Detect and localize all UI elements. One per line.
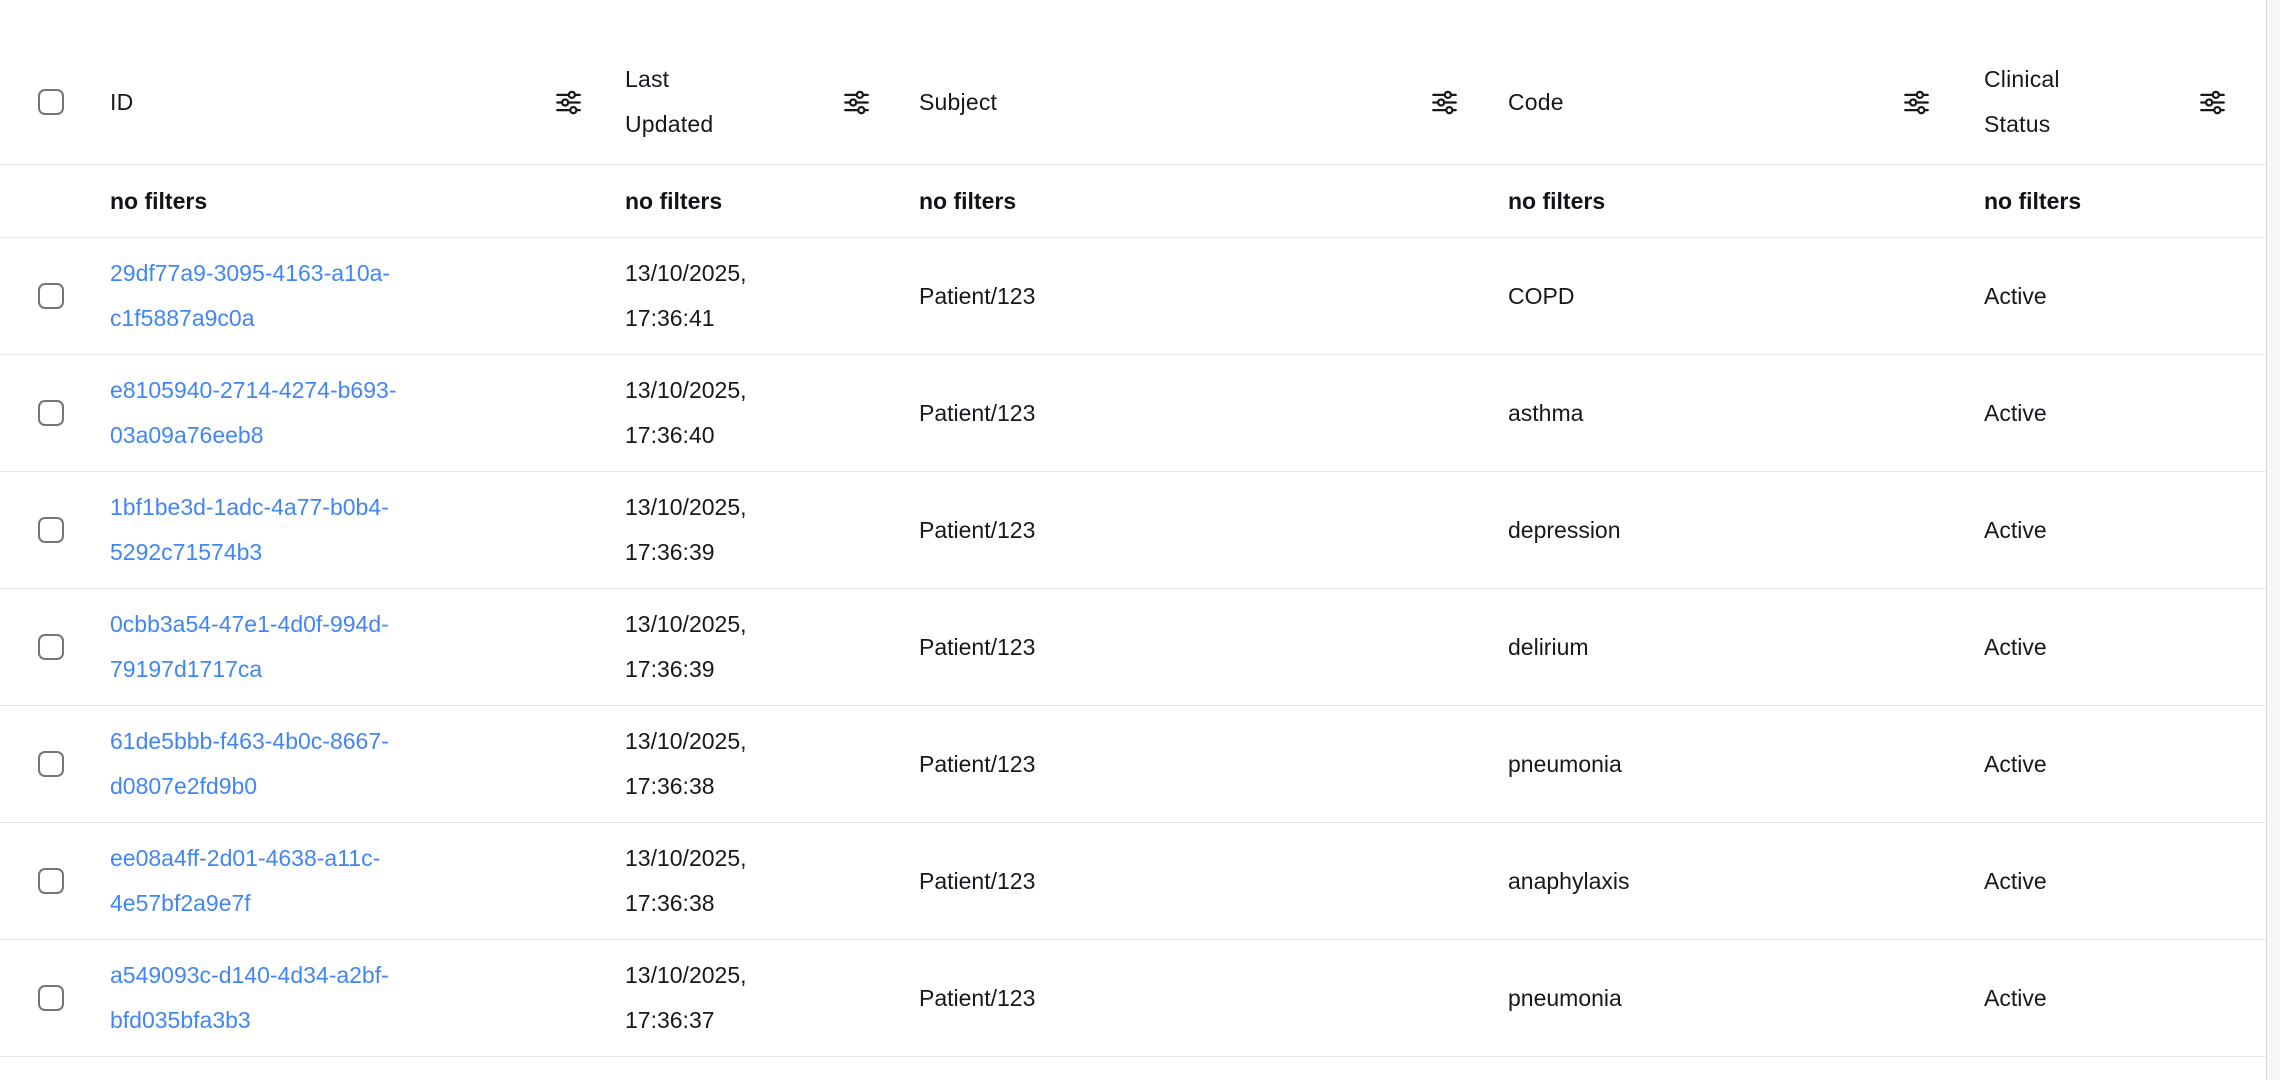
cell-clinical-status: Active	[1984, 516, 2047, 543]
conditions-table: ID Last Updated Subject Code Clinical St…	[0, 0, 2266, 1057]
cell-code: delirium	[1508, 633, 1589, 660]
filter-sliders-icon[interactable]	[1431, 89, 1458, 116]
cell-last-updated: 13/10/2025, 17:36:39	[625, 494, 747, 565]
filter-status-spacer	[0, 165, 96, 237]
column-header-label: ID	[110, 88, 134, 115]
cell-code: depression	[1508, 516, 1621, 543]
table-header-row: ID Last Updated Subject Code Clinical St…	[0, 0, 2266, 165]
cell-code: anaphylaxis	[1508, 867, 1630, 894]
row-id-link[interactable]: 0cbb3a54-47e1-4d0f-994d-79197d1717ca	[110, 611, 389, 682]
cell-last-updated: 13/10/2025, 17:36:39	[625, 611, 747, 682]
column-header-select-all	[0, 40, 96, 164]
cell-clinical-status: Active	[1984, 867, 2047, 894]
row-checkbox[interactable]	[38, 751, 64, 777]
filter-sliders-icon[interactable]	[2199, 89, 2226, 116]
column-header-code: Code	[1488, 40, 1960, 164]
column-header-id: ID	[96, 40, 612, 164]
cell-code: pneumonia	[1508, 984, 1622, 1011]
cell-subject: Patient/123	[919, 282, 1036, 309]
cell-last-updated: 13/10/2025, 17:36:38	[625, 845, 747, 916]
filter-sliders-icon[interactable]	[555, 89, 582, 116]
cell-clinical-status: Active	[1984, 984, 2047, 1011]
column-header-label: Code	[1508, 88, 1564, 115]
cell-last-updated: 13/10/2025, 17:36:38	[625, 728, 747, 799]
cell-subject: Patient/123	[919, 984, 1036, 1011]
filter-status-row: no filters no filters no filters no filt…	[0, 165, 2266, 238]
filter-status-code: no filters	[1508, 187, 1606, 214]
table-row: 61de5bbb-f463-4b0c-8667-d0807e2fd9b0 13/…	[0, 706, 2266, 823]
filter-status-clinical-status: no filters	[1984, 187, 2082, 214]
row-checkbox[interactable]	[38, 400, 64, 426]
cell-subject: Patient/123	[919, 633, 1036, 660]
cell-last-updated: 13/10/2025, 17:36:41	[625, 260, 747, 331]
column-header-label: Clinical Status	[1984, 66, 2060, 137]
row-checkbox[interactable]	[38, 985, 64, 1011]
cell-code: COPD	[1508, 282, 1575, 309]
row-id-link[interactable]: 1bf1be3d-1adc-4a77-b0b4-5292c71574b3	[110, 494, 389, 565]
column-header-label: Subject	[919, 88, 998, 115]
column-header-label: Last Updated	[625, 66, 714, 137]
cell-subject: Patient/123	[919, 516, 1036, 543]
cell-subject: Patient/123	[919, 750, 1036, 777]
cell-code: pneumonia	[1508, 750, 1622, 777]
filter-sliders-icon[interactable]	[843, 89, 870, 116]
row-id-link[interactable]: e8105940-2714-4274-b693-03a09a76eeb8	[110, 377, 397, 448]
cell-clinical-status: Active	[1984, 399, 2047, 426]
row-id-link[interactable]: a549093c-d140-4d34-a2bf-bfd035bfa3b3	[110, 962, 389, 1033]
column-header-subject: Subject	[900, 40, 1488, 164]
table-row: 0cbb3a54-47e1-4d0f-994d-79197d1717ca 13/…	[0, 589, 2266, 706]
row-checkbox[interactable]	[38, 283, 64, 309]
cell-clinical-status: Active	[1984, 282, 2047, 309]
column-header-clinical-status: Clinical Status	[1960, 40, 2266, 164]
filter-sliders-icon[interactable]	[1903, 89, 1930, 116]
filter-status-id: no filters	[110, 187, 208, 214]
cell-last-updated: 13/10/2025, 17:36:40	[625, 377, 747, 448]
cell-clinical-status: Active	[1984, 750, 2047, 777]
row-checkbox[interactable]	[38, 517, 64, 543]
select-all-checkbox[interactable]	[38, 89, 64, 115]
cell-last-updated: 13/10/2025, 17:36:37	[625, 962, 747, 1033]
row-checkbox[interactable]	[38, 868, 64, 894]
cell-code: asthma	[1508, 399, 1584, 426]
filter-status-last-updated: no filters	[625, 187, 723, 214]
row-id-link[interactable]: 61de5bbb-f463-4b0c-8667-d0807e2fd9b0	[110, 728, 389, 799]
cell-subject: Patient/123	[919, 399, 1036, 426]
table-row: 29df77a9-3095-4163-a10a-c1f5887a9c0a 13/…	[0, 238, 2266, 355]
cell-subject: Patient/123	[919, 867, 1036, 894]
row-id-link[interactable]: 29df77a9-3095-4163-a10a-c1f5887a9c0a	[110, 260, 391, 331]
table-row: ee08a4ff-2d01-4638-a11c-4e57bf2a9e7f 13/…	[0, 823, 2266, 940]
filter-status-subject: no filters	[919, 187, 1017, 214]
column-header-last-updated: Last Updated	[612, 40, 900, 164]
table-row: e8105940-2714-4274-b693-03a09a76eeb8 13/…	[0, 355, 2266, 472]
row-id-link[interactable]: ee08a4ff-2d01-4638-a11c-4e57bf2a9e7f	[110, 845, 381, 916]
table-row: a549093c-d140-4d34-a2bf-bfd035bfa3b3 13/…	[0, 940, 2266, 1057]
vertical-scrollbar[interactable]	[2266, 0, 2280, 1080]
table-row: 1bf1be3d-1adc-4a77-b0b4-5292c71574b3 13/…	[0, 472, 2266, 589]
cell-clinical-status: Active	[1984, 633, 2047, 660]
row-checkbox[interactable]	[38, 634, 64, 660]
